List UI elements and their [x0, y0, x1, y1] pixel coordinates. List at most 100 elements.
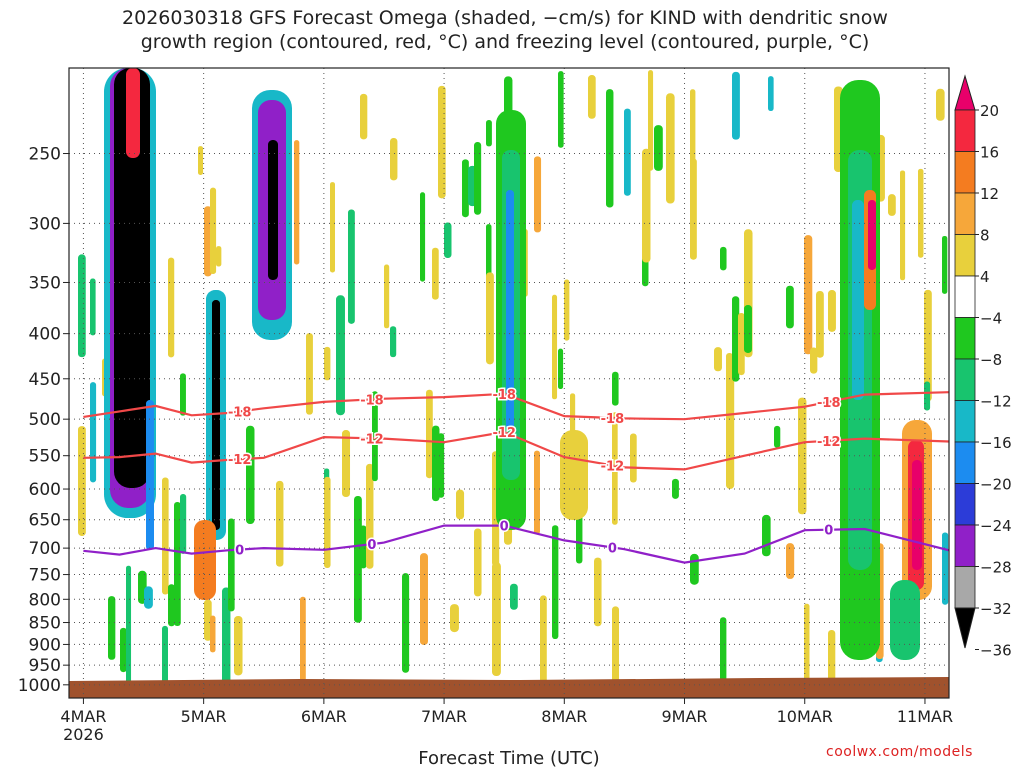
y-tick-label: 600	[29, 480, 61, 500]
omega-cell	[174, 501, 181, 627]
omega-cell	[306, 333, 313, 415]
omega-cell	[426, 389, 433, 479]
omega-cell	[420, 553, 428, 645]
omega-cell	[612, 412, 618, 525]
omega-cell	[90, 278, 96, 336]
colorbar-label: 8	[980, 227, 990, 245]
contour-label: -12	[817, 435, 841, 450]
colorbar-label: −28	[980, 559, 1012, 577]
x-year-label: 2026	[63, 725, 104, 744]
omega-cell	[936, 88, 945, 121]
omega-cell	[146, 400, 154, 550]
omega-cell	[474, 142, 482, 215]
omega-cell	[732, 71, 740, 140]
y-tick-label: 900	[29, 635, 61, 655]
omega-cell	[432, 247, 439, 300]
omega-cell	[162, 477, 169, 595]
omega-cell	[126, 68, 140, 158]
omega-cell	[486, 272, 494, 365]
omega-shading	[78, 68, 949, 698]
omega-cell	[552, 525, 559, 640]
omega-cell	[786, 543, 795, 579]
colorbar-swatch	[954, 358, 976, 401]
colorbar-swatch	[954, 192, 976, 235]
omega-cell	[474, 528, 482, 597]
colorbar-arrow-top	[954, 74, 976, 111]
contour-label: 0	[824, 524, 833, 539]
omega-cell	[900, 170, 906, 281]
grid-lines	[69, 68, 949, 698]
contour-line	[83, 524, 949, 564]
colorbar-arrow-bottom	[954, 607, 976, 649]
omega-cell	[294, 140, 300, 265]
omega-cell	[762, 514, 771, 557]
contour-label: 0	[235, 544, 244, 559]
contour-label: -12	[601, 459, 625, 474]
watermark: coolwx.com/models	[826, 744, 973, 760]
omega-cell	[774, 425, 781, 448]
omega-cell	[890, 580, 920, 660]
colorbar-label: −24	[980, 517, 1012, 535]
colorbar-label: −36	[980, 642, 1012, 660]
omega-cell	[276, 480, 284, 567]
omega-cell	[492, 562, 501, 677]
y-tick-label: 650	[29, 511, 61, 531]
omega-cell	[560, 430, 588, 520]
x-tick-label: 5MAR	[181, 707, 227, 726]
colorbar-label: −16	[980, 434, 1012, 452]
omega-cell	[726, 352, 733, 409]
y-tick-label: 400	[29, 325, 61, 345]
contour-line	[83, 430, 949, 471]
omega-cell	[768, 76, 774, 111]
x-axis-label: Forecast Time (UTC)	[418, 748, 599, 768]
colorbar-label: −20	[980, 476, 1012, 494]
x-tick-label: 11MAR	[897, 707, 953, 726]
omega-cell	[540, 595, 547, 692]
colorbar-swatch	[954, 566, 976, 609]
colorbar-label: −8	[980, 351, 1002, 369]
chart-title: 2026030318 GFS Forecast Omega (shaded, −…	[0, 6, 1010, 54]
omega-cell	[234, 616, 243, 676]
omega-cell	[438, 433, 445, 498]
omega-cell	[744, 305, 752, 353]
omega-cell	[804, 235, 813, 355]
title-line-1: 2026030318 GFS Forecast Omega (shaded, −…	[122, 7, 888, 29]
y-tick-label: 300	[29, 214, 61, 234]
omega-cell	[120, 627, 127, 673]
omega-cell	[420, 192, 426, 282]
omega-cell	[486, 119, 492, 147]
omega-cell	[624, 108, 631, 196]
omega-cell	[114, 68, 150, 488]
colorbar-label: 12	[980, 185, 999, 203]
omega-cell	[360, 93, 368, 140]
contour-label: -12	[228, 453, 252, 468]
x-tick-label: 10MAR	[777, 707, 833, 726]
omega-cell	[654, 125, 663, 171]
omega-cell	[108, 596, 116, 660]
x-tick-label: 8MAR	[541, 707, 587, 726]
colorbar-swatch	[954, 483, 976, 526]
omega-cell	[690, 553, 699, 585]
colorbar-swatch	[954, 400, 976, 443]
x-tick-label: 6MAR	[301, 707, 347, 726]
omega-cell	[212, 300, 220, 530]
x-tick-label: 9MAR	[661, 707, 707, 726]
title-line-2: growth region (contoured, red, °C) and f…	[140, 31, 870, 53]
omega-cell	[606, 89, 614, 208]
contour-label: -18	[817, 396, 841, 411]
omega-cell	[360, 525, 367, 569]
contour-label: -18	[492, 388, 516, 403]
omega-cell	[366, 463, 374, 569]
omega-cell	[690, 158, 697, 260]
omega-cell	[210, 187, 217, 274]
omega-cell	[564, 279, 570, 341]
omega-cell	[810, 347, 818, 374]
omega-cell	[210, 615, 216, 653]
omega-cell	[204, 599, 212, 641]
omega-cell	[180, 494, 187, 554]
omega-cell	[450, 604, 459, 633]
omega-cell	[222, 587, 231, 693]
omega-cell	[630, 433, 637, 483]
x-tick-label: 4MAR	[60, 707, 106, 726]
